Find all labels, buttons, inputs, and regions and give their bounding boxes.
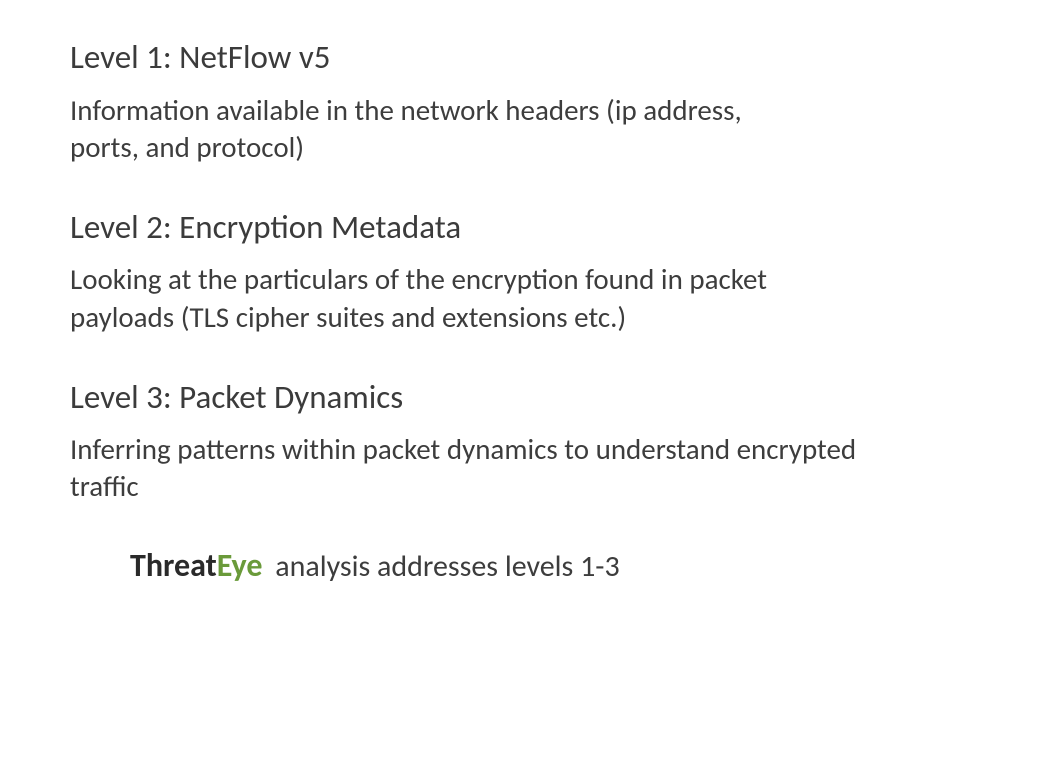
brand-logo: ThreatEye	[130, 546, 262, 585]
level-1-block: Level 1: NetFlow v5 Information availabl…	[70, 38, 998, 166]
brand-eye-text: Eye	[217, 546, 263, 585]
level-2-block: Level 2: Encryption Metadata Looking at …	[70, 208, 998, 336]
level-1-heading: Level 1: NetFlow v5	[70, 38, 998, 78]
level-2-description: Looking at the particulars of the encryp…	[70, 261, 770, 335]
brand-threat-text: Threat	[130, 546, 217, 585]
footer-text: analysis addresses levels 1-3	[268, 548, 619, 585]
footer-line: ThreatEye analysis addresses levels 1-3	[70, 547, 998, 585]
level-1-description: Information available in the network hea…	[70, 92, 770, 166]
level-3-heading: Level 3: Packet Dynamics	[70, 378, 998, 418]
level-3-description: Inferring patterns within packet dynamic…	[70, 431, 930, 505]
level-2-heading: Level 2: Encryption Metadata	[70, 208, 998, 248]
level-3-block: Level 3: Packet Dynamics Inferring patte…	[70, 378, 998, 506]
